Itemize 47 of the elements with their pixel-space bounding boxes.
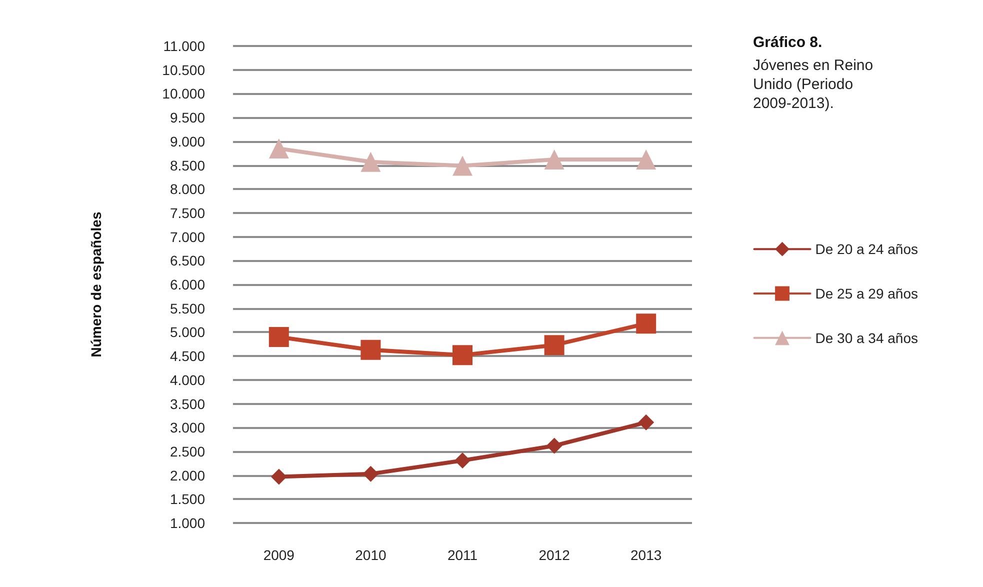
y-tick-label: 10.000 [162, 86, 206, 102]
point [360, 152, 381, 172]
y-tick-label: 6.500 [170, 252, 206, 269]
point [544, 335, 564, 356]
point [546, 438, 562, 454]
point [360, 340, 381, 360]
y-tick-label: 9.500 [170, 110, 206, 126]
y-tick-label: 2.000 [170, 467, 206, 484]
text: Jóvenes en Reino Unido (Periodo 2009-2013). [753, 57, 878, 112]
point [268, 326, 289, 347]
y-tick-label: 8.500 [170, 157, 206, 174]
point [452, 156, 472, 176]
y-tick-label: 11.000 [163, 38, 206, 54]
point [268, 138, 289, 159]
point [638, 414, 654, 430]
point [636, 150, 656, 170]
y-tick-label: 7.000 [170, 228, 206, 245]
y-tick-label: 8.000 [170, 181, 206, 198]
y-tick-label: 3.000 [170, 420, 206, 436]
y-tick-label: 9.000 [170, 133, 206, 150]
x-tick-label: 2013 [630, 547, 662, 563]
x-tick-label: 2011 [447, 547, 478, 563]
x-tick-label: 2010 [355, 547, 386, 563]
point [452, 345, 472, 366]
y-tick-label: 7.500 [170, 204, 206, 221]
point [362, 466, 379, 482]
y-tick-label: 5.500 [170, 300, 206, 316]
legend-label: De 20 a 24 años [815, 241, 918, 258]
point [270, 468, 287, 485]
legend-label: De 25 a 29 años [815, 286, 918, 302]
y-tick-label: 5.000 [170, 324, 206, 340]
y-tick-label: 2.500 [170, 443, 206, 460]
point [454, 452, 470, 469]
y-tick-label: 4.500 [170, 348, 206, 364]
y-tick-label: 10.500 [162, 62, 206, 78]
y-tick-label: 1.000 [170, 515, 206, 531]
text: Gráfico 8. [753, 34, 822, 51]
y-tick-label: 3.500 [170, 396, 206, 412]
y-tick-label: 6.000 [170, 276, 206, 292]
legend-label: De 30 a 34 años [815, 330, 918, 346]
y-tick-label: 4.000 [170, 372, 206, 388]
y-tick-label: 1.500 [170, 491, 206, 508]
point [544, 150, 564, 170]
y-axis-title: Número de españoles [88, 212, 104, 358]
x-tick-label: 2009 [263, 547, 295, 563]
point [636, 314, 656, 334]
x-tick-label: 2012 [538, 547, 570, 563]
